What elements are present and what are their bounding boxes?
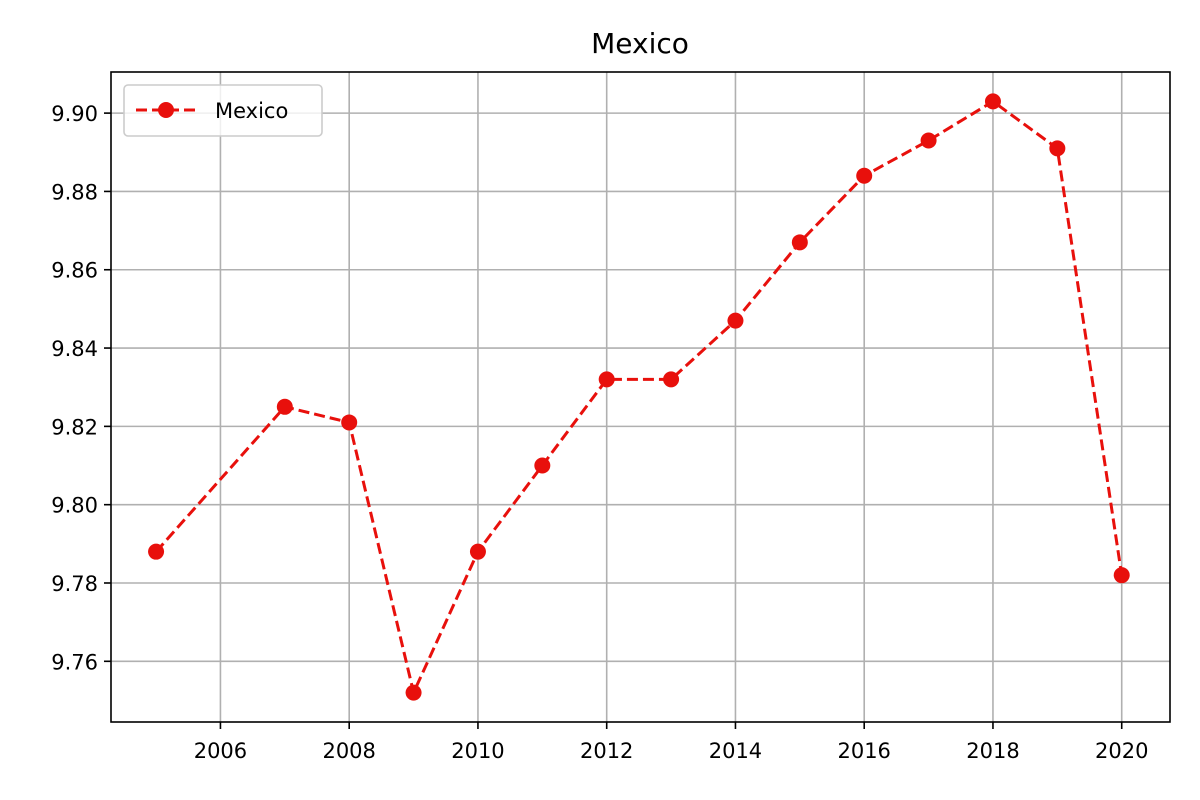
data-point	[276, 398, 293, 415]
data-point	[727, 312, 744, 329]
y-tick-label: 9.88	[51, 180, 98, 204]
series-layer	[148, 93, 1130, 701]
data-point	[1049, 140, 1066, 157]
y-tick-label: 9.82	[51, 415, 98, 439]
chart-title: Mexico	[591, 27, 689, 60]
plot-frame	[110, 71, 1171, 723]
series-line	[154, 99, 1124, 698]
data-point	[1113, 567, 1130, 584]
data-point	[148, 543, 165, 560]
x-tick-label: 2008	[322, 739, 375, 763]
y-tick-label: 9.86	[51, 259, 98, 283]
x-tick-label: 2020	[1095, 739, 1148, 763]
x-tick-label: 2014	[709, 739, 762, 763]
y-tick-label: 9.76	[51, 650, 98, 674]
legend-marker-swatch	[158, 102, 174, 118]
data-point	[405, 684, 422, 701]
legend-box	[123, 84, 323, 137]
data-point	[856, 167, 873, 184]
y-tick-label: 9.78	[51, 572, 98, 596]
x-tick-label: 2006	[194, 739, 247, 763]
data-point	[663, 371, 680, 388]
y-tick-label: 9.84	[51, 337, 98, 361]
legend-label: Mexico	[215, 99, 288, 123]
data-point	[341, 414, 358, 431]
data-point	[469, 543, 486, 560]
y-tick-label: 9.80	[51, 494, 98, 518]
x-tick-label: 2012	[580, 739, 633, 763]
x-tick-label: 2010	[451, 739, 504, 763]
data-point	[791, 234, 808, 251]
legend: Mexico	[123, 84, 323, 137]
x-tick-label: 2018	[966, 739, 1019, 763]
data-point	[920, 132, 937, 149]
data-point	[598, 371, 615, 388]
tick-layer: 2006 2008 2010 2012 2014 2016 2018 2020 9.76 9.78…	[51, 102, 1148, 763]
y-tick-label: 9.90	[51, 102, 98, 126]
data-point	[534, 457, 551, 474]
x-tick-label: 2016	[837, 739, 890, 763]
grid-layer	[111, 72, 1170, 722]
data-point	[984, 93, 1001, 110]
